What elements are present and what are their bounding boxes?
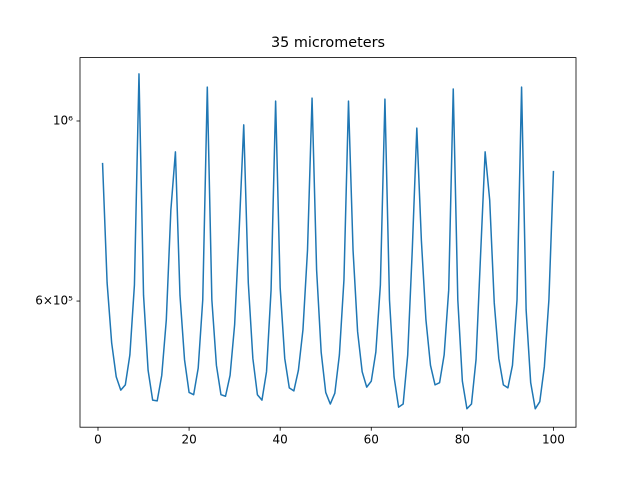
plot-frame: [79, 57, 577, 428]
chart-title: 35 micrometers: [271, 35, 385, 51]
line: [101, 73, 555, 410]
x-tick-label: 20: [181, 433, 196, 447]
x-tick-label: 60: [364, 433, 379, 447]
y-tick-label: 6×10⁵: [35, 294, 73, 308]
x-tick-label: 40: [273, 433, 288, 447]
x-tick-label: 80: [455, 433, 470, 447]
y-tick-label: 10⁶: [53, 113, 73, 127]
x-tick-label: 0: [94, 433, 102, 447]
x-tick-label: 100: [542, 433, 565, 447]
